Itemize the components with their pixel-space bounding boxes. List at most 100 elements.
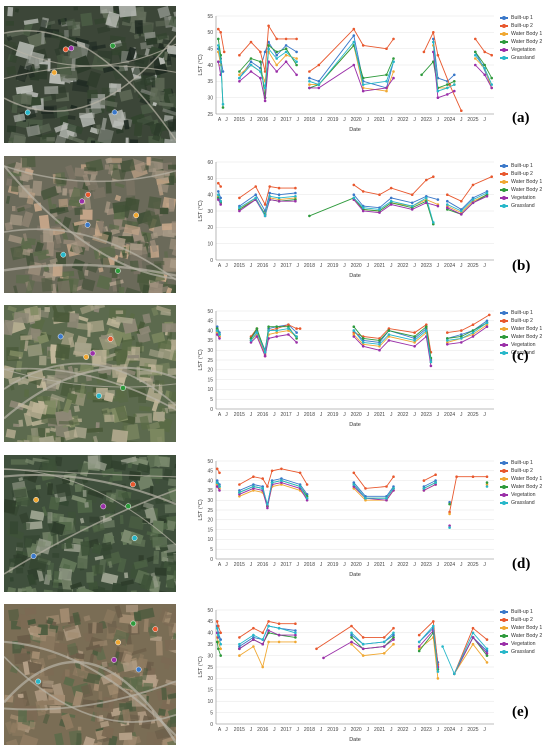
data-point	[485, 638, 489, 641]
data-point	[217, 633, 220, 637]
data-point	[385, 485, 388, 488]
data-point	[422, 50, 426, 54]
legend-swatch	[500, 493, 508, 497]
data-point	[295, 60, 298, 63]
data-point	[261, 665, 264, 669]
series-line	[239, 185, 296, 206]
data-point	[378, 211, 381, 214]
legend-swatch	[500, 172, 508, 176]
y-tick-label: 30	[207, 348, 213, 354]
data-point	[238, 196, 241, 200]
legend-item: Water Body 2	[500, 483, 550, 491]
data-point	[219, 203, 222, 206]
data-point	[425, 323, 428, 326]
data-point	[238, 206, 241, 209]
data-point	[410, 208, 414, 211]
data-point	[471, 636, 475, 639]
data-point	[382, 640, 386, 644]
legend-label: Water Body 1	[511, 31, 543, 37]
x-tick-label: J	[413, 727, 416, 733]
legend-swatch	[500, 610, 508, 614]
data-point	[238, 636, 241, 639]
legend-swatch	[500, 461, 508, 465]
data-point	[284, 37, 288, 41]
x-tick-label: J	[390, 562, 393, 568]
data-point	[425, 178, 428, 182]
data-point	[387, 333, 391, 336]
data-point	[252, 633, 255, 637]
data-point	[361, 209, 365, 213]
data-point	[270, 469, 274, 473]
y-tick-label: 5	[210, 397, 213, 403]
data-point	[485, 321, 489, 325]
data-point	[295, 331, 298, 334]
data-point	[263, 50, 267, 54]
x-tick-label: J	[320, 263, 323, 269]
data-point	[446, 337, 449, 340]
x-tick-label: J	[390, 117, 393, 123]
data-point	[432, 620, 435, 623]
data-point	[446, 193, 449, 196]
data-point	[485, 191, 489, 195]
data-point	[215, 325, 219, 328]
data-point	[284, 50, 288, 54]
x-tick-label: A	[218, 117, 222, 123]
series-line	[447, 320, 488, 339]
panel-b: 0 10 20 30 40 50 60 A J 2015 J 2016 J 2017 J 2018 J 2019 J…	[0, 154, 550, 295]
legend-swatch	[500, 335, 508, 339]
data-point	[261, 485, 264, 488]
legend-label: Built-up 2	[511, 318, 533, 324]
x-tick-label: 2024	[444, 263, 455, 269]
series-vegetation	[215, 325, 489, 368]
data-point	[263, 203, 267, 206]
data-point	[434, 473, 437, 476]
data-point	[425, 325, 428, 328]
data-point	[361, 654, 365, 657]
x-tick-label: J	[437, 727, 440, 733]
y-tick-label: 45	[207, 46, 213, 52]
y-tick-label: 35	[207, 79, 213, 85]
data-point	[294, 622, 297, 625]
data-point	[385, 86, 388, 90]
x-tick-label: 2022	[397, 117, 408, 123]
data-point	[238, 209, 241, 213]
series-line	[309, 64, 394, 92]
data-point	[436, 670, 440, 673]
data-point	[294, 195, 297, 198]
data-point	[295, 335, 298, 338]
data-point	[485, 654, 489, 657]
data-point	[392, 487, 395, 490]
data-point	[432, 37, 435, 41]
data-point	[378, 345, 381, 348]
data-point	[378, 193, 381, 196]
legend-swatch	[500, 56, 508, 60]
data-point	[460, 209, 463, 213]
data-point	[392, 485, 395, 488]
series-vegetation	[215, 481, 451, 527]
x-tick-label: J	[460, 412, 463, 418]
y-tick-label: 50	[207, 309, 213, 315]
series-line	[309, 41, 394, 86]
legend-item: Built-up 1	[500, 14, 550, 22]
series-line	[239, 60, 297, 101]
x-tick-label: J	[413, 562, 416, 568]
x-tick-label: 2019	[327, 412, 338, 418]
data-point	[275, 63, 278, 67]
data-point	[217, 193, 220, 196]
x-tick-label: J	[250, 727, 253, 733]
data-point	[268, 191, 271, 195]
y-tick-label: 0	[210, 557, 213, 563]
data-point	[448, 512, 451, 516]
data-point	[413, 331, 416, 334]
legend-label: Water Body 1	[511, 326, 543, 332]
data-point	[352, 325, 356, 328]
data-point	[378, 339, 381, 342]
data-point	[217, 198, 220, 201]
data-point	[453, 89, 456, 93]
data-point	[219, 647, 222, 651]
data-point	[471, 331, 475, 334]
data-point	[261, 487, 264, 490]
data-point	[217, 27, 220, 31]
series-grassland	[215, 479, 489, 529]
data-point	[295, 337, 298, 340]
